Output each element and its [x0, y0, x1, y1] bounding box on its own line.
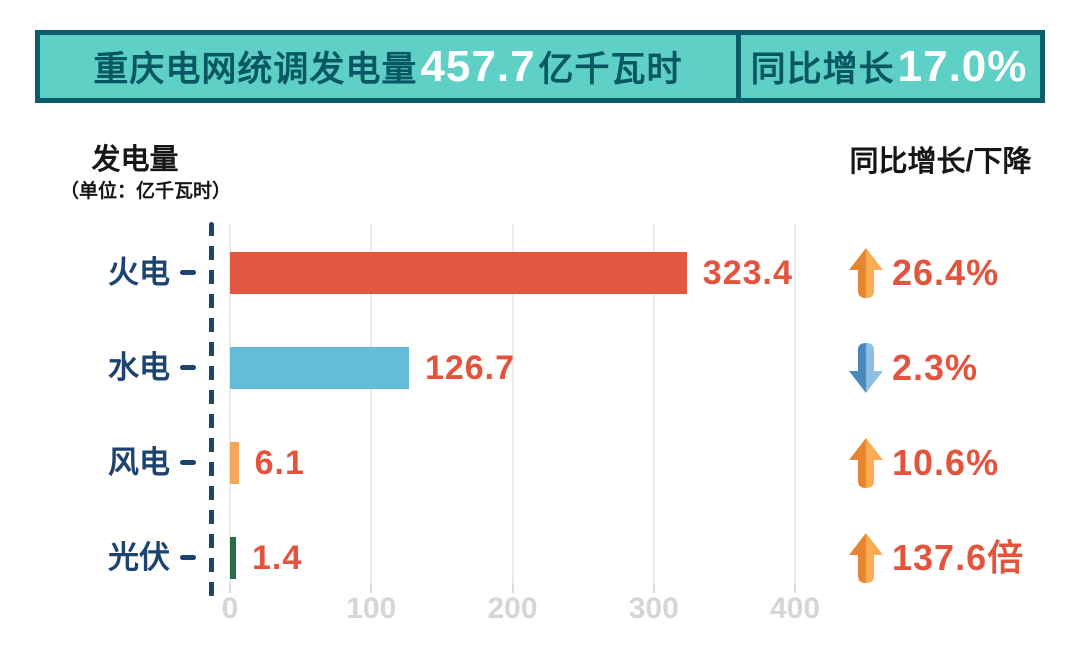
- category-label: 光伏: [108, 540, 170, 575]
- down-arrow-icon: [848, 342, 884, 394]
- gridline: [511, 224, 514, 583]
- bar: [230, 252, 687, 294]
- category-tick-dash: [180, 460, 196, 465]
- gridline: [229, 224, 231, 583]
- axis-tick: [794, 583, 796, 593]
- change-percent-label: 137.6倍: [892, 537, 1025, 578]
- generation-column-title: 发电量: [91, 144, 179, 176]
- gridline: [370, 224, 373, 583]
- bar: [230, 537, 236, 579]
- category-label: 风电: [108, 445, 170, 480]
- x-tick-label: 200: [487, 592, 538, 625]
- banner-generation-unit: 亿千瓦时: [538, 50, 683, 89]
- category-label: 水电: [108, 350, 170, 385]
- bar-value-label: 126.7: [424, 349, 516, 387]
- category-tick-dash: [180, 270, 196, 275]
- change-percent-label: 2.3%: [892, 347, 979, 388]
- category-label: 火电: [108, 255, 170, 290]
- category-tick-dash: [180, 555, 196, 560]
- generation-unit-subtitle: （单位：亿千瓦时）: [59, 181, 231, 202]
- axis-tick: [652, 583, 655, 593]
- up-arrow-icon: [848, 247, 884, 299]
- bar-value-label: 323.4: [702, 254, 793, 292]
- banner-yoy-value: 17.0%: [897, 41, 1028, 91]
- x-tick-label: 100: [346, 592, 397, 625]
- banner-yoy-label: 同比增长: [750, 50, 895, 89]
- x-tick-label: 0: [221, 592, 239, 625]
- banner-generation-section: 重庆电网统调发电量 457.7 亿千瓦时: [40, 35, 736, 98]
- zero-axis-dashed-line: [209, 222, 214, 597]
- up-arrow-icon: [848, 437, 884, 489]
- bar-value-label: 1.4: [252, 539, 303, 577]
- yoy-column-title: 同比增长/下降: [849, 146, 1032, 178]
- x-tick-label: 400: [769, 592, 821, 625]
- axis-tick: [370, 583, 373, 593]
- banner-generation-value: 457.7: [420, 41, 536, 91]
- bar: [230, 347, 409, 389]
- banner-divider: [736, 35, 741, 98]
- category-tick-dash: [180, 365, 196, 370]
- change-percent-label: 26.4%: [892, 252, 1000, 293]
- banner-yoy-section: 同比增长 17.0%: [741, 35, 1040, 98]
- axis-tick: [229, 583, 231, 593]
- title-banner: 重庆电网统调发电量 457.7 亿千瓦时 同比增长 17.0%: [35, 30, 1045, 103]
- up-arrow-icon: [848, 532, 884, 584]
- axis-tick: [511, 583, 514, 593]
- x-tick-label: 300: [628, 592, 679, 625]
- bar: [230, 442, 239, 484]
- gridline: [652, 224, 655, 583]
- change-percent-label: 10.6%: [892, 442, 1000, 483]
- gridline: [794, 224, 796, 583]
- bar-value-label: 6.1: [254, 444, 305, 482]
- banner-generation-label: 重庆电网统调发电量: [93, 50, 418, 89]
